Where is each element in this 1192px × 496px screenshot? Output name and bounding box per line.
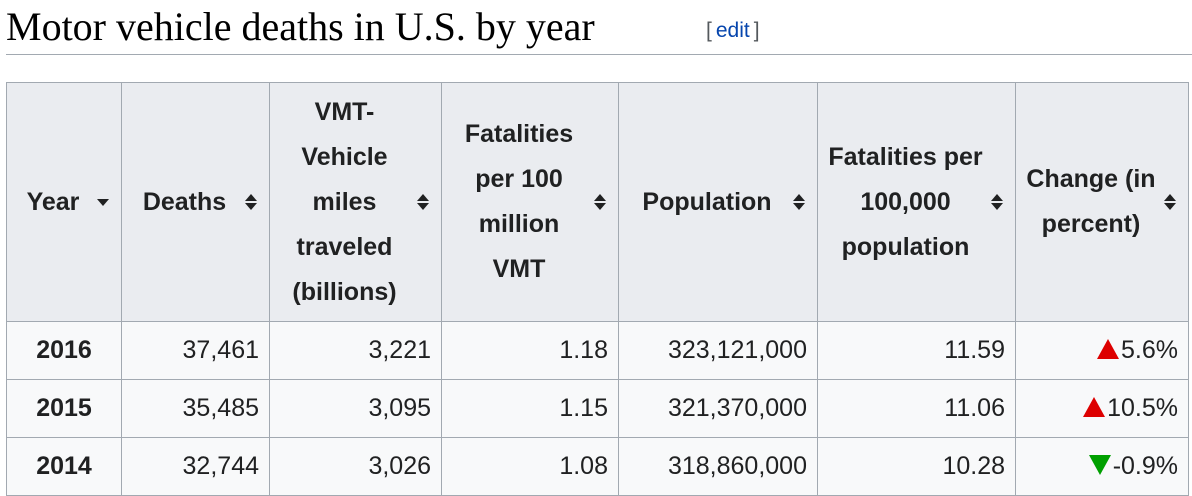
header-row: Year Deaths VMT-Vehicle miles traveled (… [6, 82, 1189, 322]
column-header-population[interactable]: Population [618, 82, 818, 322]
cell-fatalities-per-vmt: 1.18 [441, 321, 619, 380]
motor-vehicle-deaths-table: Year Deaths VMT-Vehicle miles traveled (… [6, 82, 1189, 496]
column-header-fatalities-per-vmt[interactable]: Fatalities per 100 million VMT [441, 82, 619, 322]
column-header-year[interactable]: Year [6, 82, 122, 322]
cell-year: 2016 [6, 321, 122, 380]
cell-population: 318,860,000 [618, 437, 818, 496]
cell-fatalities-per-population: 11.06 [817, 379, 1016, 438]
sort-both-icon[interactable] [415, 194, 431, 210]
sort-both-icon[interactable] [989, 194, 1005, 210]
sort-descending-icon[interactable] [95, 198, 111, 206]
change-value: 5.6% [1121, 336, 1178, 364]
sort-both-icon[interactable] [1162, 194, 1178, 210]
sort-both-icon[interactable] [592, 194, 608, 210]
table-row: 2016 37,461 3,221 1.18 323,121,000 11.59… [6, 321, 1189, 380]
section-title: Motor vehicle deaths in U.S. by year [6, 4, 595, 49]
column-header-vmt[interactable]: VMT-Vehicle miles traveled (billions) [269, 82, 442, 322]
edit-bracket-close: ] [753, 19, 760, 42]
cell-vmt: 3,221 [269, 321, 442, 380]
column-header-label: Deaths [142, 187, 227, 216]
section-heading: Motor vehicle deaths in U.S. by year [ed… [6, 0, 1192, 55]
column-header-change[interactable]: Change (in percent) [1015, 82, 1189, 322]
cell-deaths: 32,744 [121, 437, 270, 496]
cell-deaths: 35,485 [121, 379, 270, 438]
cell-fatalities-per-population: 10.28 [817, 437, 1016, 496]
column-header-label: Fatalities per 100,000 population [828, 142, 983, 261]
cell-change: -0.9% [1015, 437, 1189, 496]
column-header-deaths[interactable]: Deaths [121, 82, 270, 322]
increase-arrow-icon [1083, 397, 1106, 417]
cell-deaths: 37,461 [121, 321, 270, 380]
change-value: -0.9% [1112, 452, 1178, 480]
column-header-label: VMT-Vehicle miles traveled (billions) [292, 97, 397, 306]
sort-both-icon[interactable] [791, 194, 807, 210]
column-header-fatalities-per-population[interactable]: Fatalities per 100,000 population [817, 82, 1016, 322]
cell-fatalities-per-vmt: 1.08 [441, 437, 619, 496]
decrease-arrow-icon [1088, 455, 1111, 475]
cell-year: 2014 [6, 437, 122, 496]
column-header-label: Year [26, 187, 80, 216]
change-value: 10.5% [1107, 394, 1178, 422]
column-header-label: Population [642, 187, 772, 216]
cell-change: 10.5% [1015, 379, 1189, 438]
cell-vmt: 3,026 [269, 437, 442, 496]
cell-change: 5.6% [1015, 321, 1189, 380]
edit-bracket-open: [ [706, 19, 712, 42]
edit-link[interactable]: edit [715, 19, 750, 42]
cell-population: 321,370,000 [618, 379, 818, 438]
cell-vmt: 3,095 [269, 379, 442, 438]
column-header-label: Change (in percent) [1026, 165, 1156, 238]
column-header-label: Fatalities per 100 million VMT [464, 120, 574, 283]
table-row: 2015 35,485 3,095 1.15 321,370,000 11.06… [6, 379, 1189, 438]
sort-both-icon[interactable] [243, 194, 259, 210]
cell-fatalities-per-population: 11.59 [817, 321, 1016, 380]
edit-section: [edit] [706, 18, 760, 44]
cell-population: 323,121,000 [618, 321, 818, 380]
increase-arrow-icon [1097, 339, 1120, 359]
cell-year: 2015 [6, 379, 122, 438]
table-row: 2014 32,744 3,026 1.08 318,860,000 10.28… [6, 437, 1189, 496]
cell-fatalities-per-vmt: 1.15 [441, 379, 619, 438]
